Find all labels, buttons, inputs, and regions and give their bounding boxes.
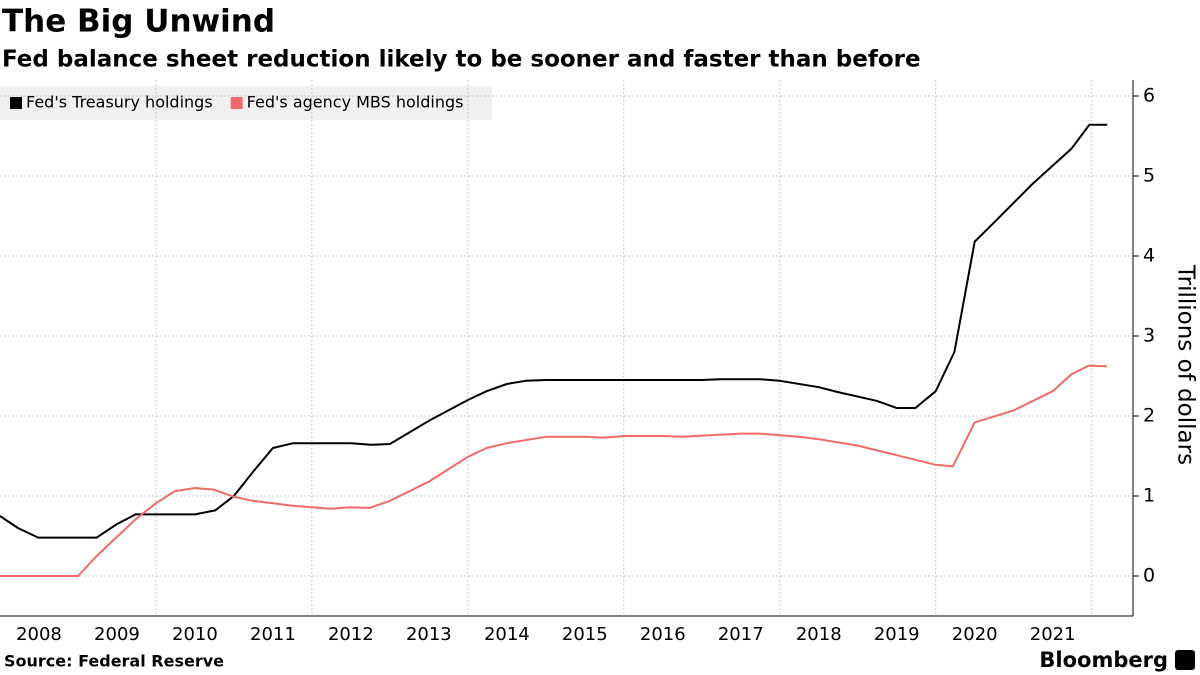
x-tick-label: 2010 [172, 624, 218, 645]
y-tick-label: 0 [1143, 565, 1155, 587]
y-tick-label: 2 [1143, 405, 1155, 427]
y-tick-label: 6 [1143, 85, 1155, 107]
x-tick-label: 2017 [718, 624, 764, 645]
chart-subtitle: Fed balance sheet reduction likely to be… [2, 47, 921, 73]
source: Source: Federal Reserve [4, 652, 224, 671]
x-tick-label: 2018 [796, 624, 842, 645]
legend-swatch [230, 97, 243, 109]
x-tick-label: 2008 [16, 624, 62, 645]
brand-icon [1175, 650, 1195, 670]
y-axis-label: Trillions of dollars [1173, 264, 1199, 465]
y-tick-label: 1 [1143, 485, 1155, 507]
y-tick-label: 4 [1143, 245, 1155, 267]
x-tick-label: 2015 [562, 624, 608, 645]
legend-label: Fed's Treasury holdings [26, 93, 213, 112]
x-tick-label: 2016 [640, 624, 686, 645]
chart-title: The Big Unwind [2, 4, 275, 40]
legend-label: Fed's agency MBS holdings [247, 93, 464, 112]
x-tick-label: 2013 [406, 624, 452, 645]
x-tick-label: 2009 [94, 624, 140, 645]
x-tick-label: 2012 [328, 624, 374, 645]
x-tick-label: 2011 [250, 624, 296, 645]
legend-box [0, 86, 492, 120]
line [0, 364, 1108, 577]
y-tick-label: 5 [1143, 165, 1155, 187]
line [0, 123, 1108, 539]
legend-swatch [10, 97, 22, 109]
x-tick-label: 2014 [484, 624, 530, 645]
x-tick-label: 2020 [952, 624, 998, 645]
x-tick-label: 2019 [874, 624, 920, 645]
y-tick-label: 3 [1143, 325, 1155, 347]
x-tick-label: 2021 [1030, 624, 1076, 645]
brand: Bloomberg [1039, 648, 1168, 672]
